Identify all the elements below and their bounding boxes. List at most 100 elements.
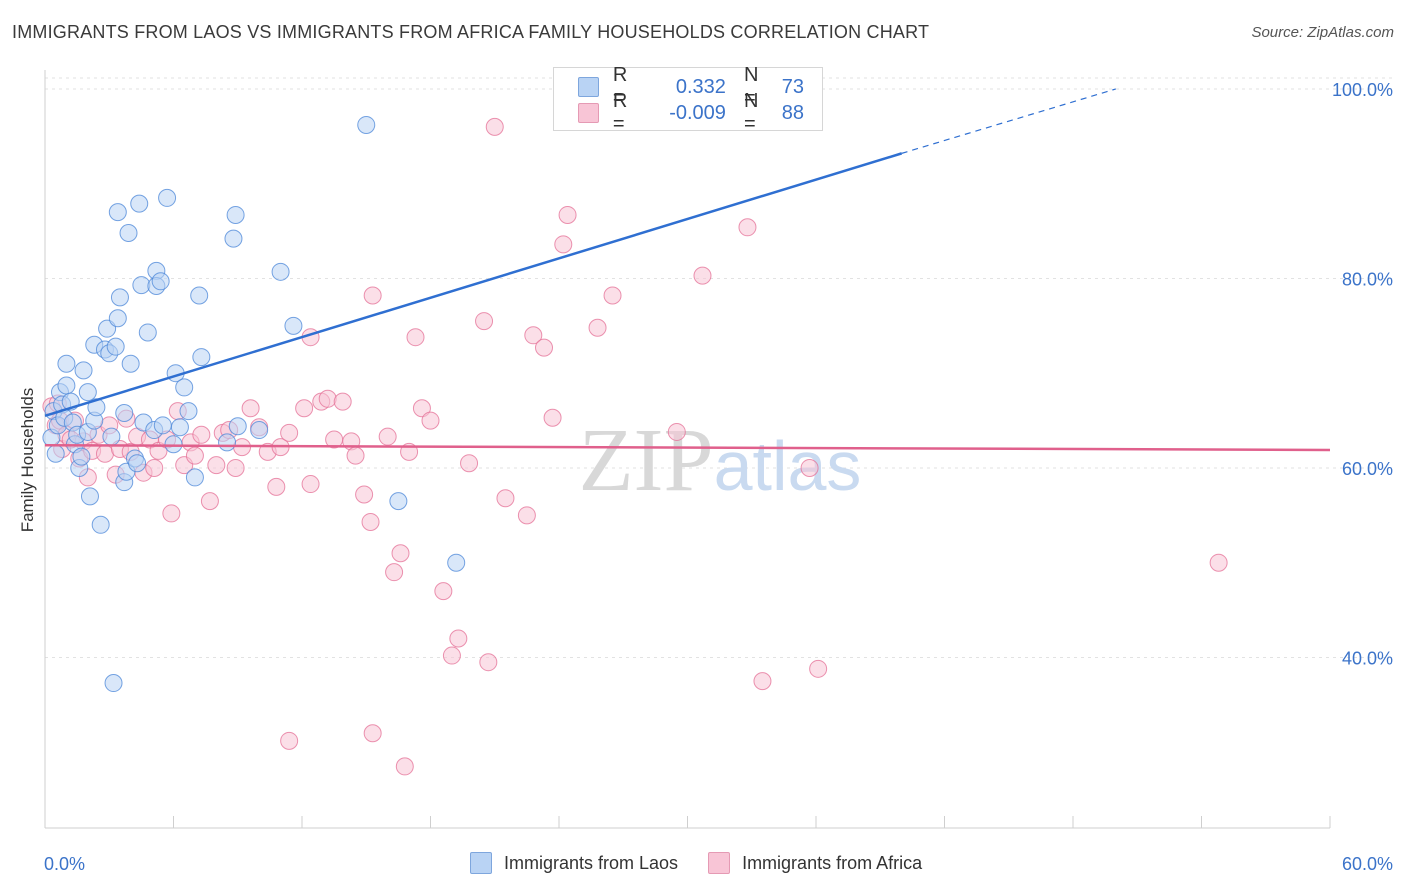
point-africa — [295, 399, 314, 418]
point-laos — [164, 435, 183, 454]
point-africa — [460, 454, 479, 473]
point-laos — [190, 286, 209, 305]
point-laos — [57, 376, 76, 395]
point-africa — [385, 563, 404, 582]
point-laos — [228, 417, 247, 436]
point-laos — [357, 115, 376, 134]
point-laos — [110, 288, 129, 307]
trend-line-laos — [44, 152, 903, 418]
legend-row-africa: R = -0.009 N = 88 — [578, 90, 822, 135]
point-africa — [554, 235, 573, 254]
point-africa — [378, 427, 397, 446]
point-africa — [267, 477, 286, 496]
legend-item-laos[interactable]: Immigrants from Laos — [470, 852, 678, 874]
point-africa — [192, 425, 211, 444]
point-africa — [524, 326, 543, 345]
point-africa — [449, 629, 468, 648]
point-laos — [108, 309, 127, 328]
source-credit: Source: ZipAtlas.com — [1251, 24, 1394, 41]
trend-line-laos-extension — [901, 88, 1117, 154]
y-tick-label: 60.0% — [1342, 459, 1393, 479]
point-africa — [421, 411, 440, 430]
point-africa — [162, 504, 181, 523]
point-africa — [200, 492, 219, 511]
point-laos — [57, 354, 76, 373]
point-africa — [346, 446, 365, 465]
point-africa — [207, 456, 226, 475]
point-laos — [108, 203, 127, 222]
point-africa — [412, 399, 431, 418]
y-tick-label: 40.0% — [1342, 648, 1393, 668]
point-africa — [800, 458, 819, 477]
tick-labels: 40.0% 60.0% 80.0% 100.0% 0.0% 60.0% — [44, 80, 1393, 874]
point-laos — [224, 229, 243, 248]
point-africa — [479, 653, 498, 672]
point-africa — [588, 318, 607, 337]
point-laos — [170, 418, 189, 437]
point-laos — [175, 378, 194, 397]
point-africa — [363, 286, 382, 305]
n-value-africa: 88 — [781, 101, 805, 124]
point-africa — [280, 731, 299, 750]
r-label: R = — [612, 64, 628, 109]
point-laos — [74, 361, 93, 380]
legend-item-africa[interactable]: Immigrants from Africa — [708, 852, 922, 874]
point-laos — [91, 515, 110, 534]
point-africa — [333, 392, 352, 411]
point-laos — [115, 403, 134, 422]
series-laos-points — [42, 79, 665, 693]
series-legend: Immigrants from Laos Immigrants from Afr… — [470, 852, 952, 874]
n-value-laos: 73 — [781, 75, 805, 98]
point-africa — [318, 389, 337, 408]
point-laos — [106, 337, 125, 356]
point-africa — [145, 458, 164, 477]
legend-swatch-laos — [578, 77, 599, 97]
point-laos — [104, 674, 123, 693]
point-africa — [185, 446, 204, 465]
point-africa — [535, 338, 554, 357]
point-africa — [485, 117, 504, 136]
point-africa — [391, 544, 410, 563]
legend-swatch-laos — [470, 852, 492, 874]
point-laos — [121, 354, 140, 373]
correlation-legend: R = 0.332 N = 73 R = -0.009 N = 88 — [553, 64, 823, 135]
point-laos — [250, 421, 269, 440]
point-laos — [72, 447, 91, 466]
n-label: N = — [743, 90, 759, 135]
point-laos — [132, 276, 151, 295]
point-africa — [667, 422, 686, 441]
point-africa — [434, 582, 453, 601]
point-laos — [128, 454, 147, 473]
legend-swatch-africa — [708, 852, 731, 874]
legend-row-laos: R = 0.332 N = 73 — [578, 64, 822, 109]
r-value-laos: 0.332 — [675, 75, 726, 98]
point-africa — [517, 506, 536, 525]
y-tick-label: 100.0% — [1332, 80, 1393, 100]
point-africa — [693, 266, 712, 285]
point-laos — [151, 272, 170, 291]
point-laos — [179, 402, 198, 421]
x-tick-label: 0.0% — [44, 854, 85, 874]
point-africa — [280, 423, 299, 442]
axes — [44, 70, 1331, 829]
point-africa — [543, 408, 562, 427]
point-laos — [271, 262, 290, 281]
point-laos — [192, 348, 211, 367]
point-laos — [218, 433, 237, 452]
point-africa — [406, 328, 425, 347]
point-laos — [130, 194, 149, 213]
point-africa — [1209, 553, 1228, 572]
chart-title: IMMIGRANTS FROM LAOS VS IMMIGRANTS FROM … — [12, 22, 930, 42]
point-laos — [158, 188, 177, 207]
point-africa — [809, 659, 828, 678]
point-africa — [395, 757, 414, 776]
trend-lines — [44, 88, 1331, 452]
point-laos — [389, 492, 408, 511]
point-laos — [80, 487, 99, 506]
point-africa — [95, 444, 114, 463]
point-africa — [738, 218, 757, 237]
point-laos — [102, 427, 121, 446]
point-africa — [355, 485, 374, 504]
legend-label-laos: Immigrants from Laos — [504, 852, 679, 873]
